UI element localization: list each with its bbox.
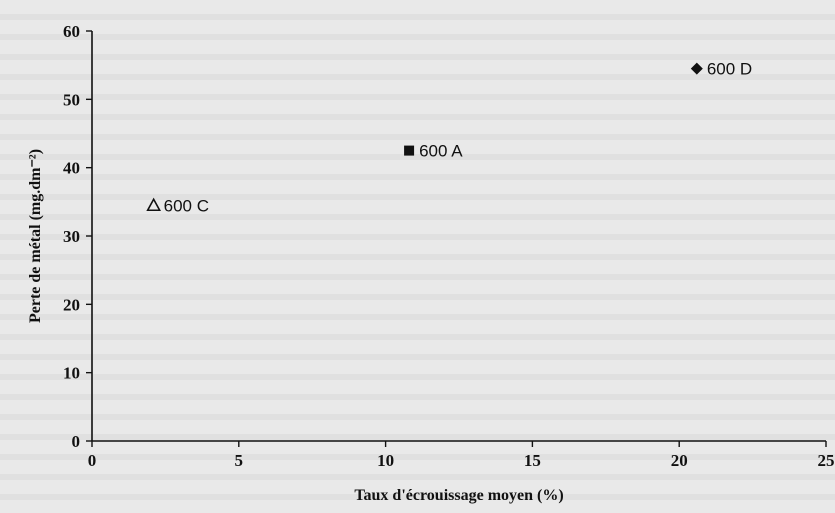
y-tick-label: 40 bbox=[63, 159, 80, 178]
point-label-600-a: 600 A bbox=[419, 142, 463, 161]
y-tick-label: 10 bbox=[63, 364, 80, 383]
point-label-600-c: 600 C bbox=[164, 196, 209, 215]
y-tick-label: 60 bbox=[63, 22, 80, 41]
axes bbox=[91, 31, 826, 442]
x-tick-label: 0 bbox=[88, 451, 97, 470]
x-ticks: 0 5 10 15 20 25 bbox=[88, 441, 835, 470]
y-tick-label: 0 bbox=[72, 432, 81, 451]
point-label-600-d: 600 D bbox=[707, 60, 752, 79]
data-points: 600 A 600 C 600 D bbox=[146, 60, 752, 215]
x-tick-label: 10 bbox=[377, 451, 394, 470]
y-tick-label: 50 bbox=[63, 90, 80, 109]
x-tick-label: 25 bbox=[818, 451, 835, 470]
y-tick-label: 30 bbox=[63, 227, 80, 246]
point-600-d bbox=[690, 62, 703, 75]
point-600-c bbox=[146, 197, 162, 212]
x-tick-label: 15 bbox=[524, 451, 541, 470]
y-tick-label: 20 bbox=[63, 295, 80, 314]
x-tick-label: 20 bbox=[671, 451, 688, 470]
x-tick-label: 5 bbox=[235, 451, 244, 470]
x-axis-label: Taux d'écrouissage moyen (%) bbox=[354, 487, 563, 504]
point-600-a bbox=[404, 145, 415, 156]
y-ticks: 0 10 20 30 40 50 60 bbox=[63, 22, 92, 451]
y-axis-label: Perte de métal (mg.dm⁻²) bbox=[27, 149, 44, 323]
